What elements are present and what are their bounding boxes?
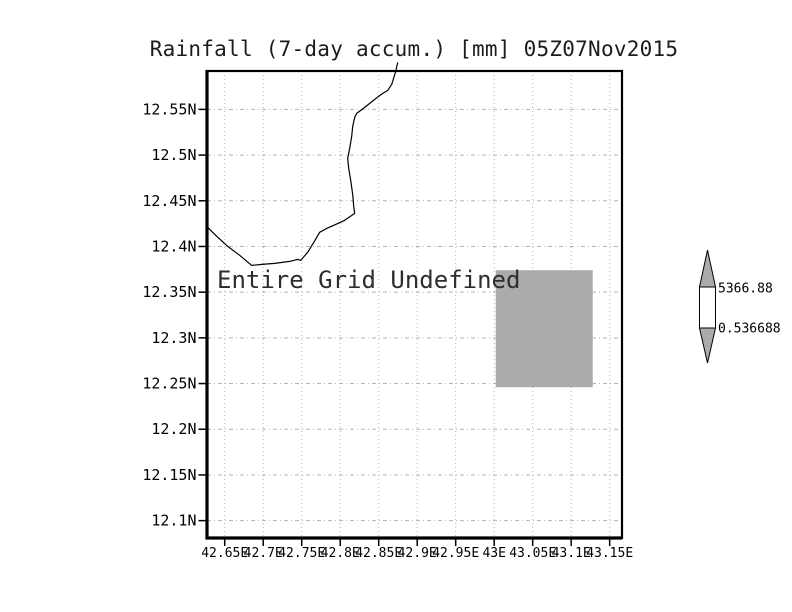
y-tick-label: 12.3N: [151, 329, 196, 347]
colorbar-top-arrow: [698, 249, 717, 288]
undefined-data-region: [495, 270, 593, 388]
y-tick-label: 12.15N: [142, 466, 196, 484]
y-tick-label: 12.2N: [151, 420, 196, 438]
x-tick-label: 42.75E: [278, 546, 325, 561]
x-tick-label: 42.95E: [432, 546, 479, 561]
coastline: [206, 62, 399, 266]
grid-layer: [207, 71, 622, 538]
colorbar: 5366.88 0.536688: [698, 249, 781, 364]
colorbar-bottom-arrow: [698, 327, 717, 364]
y-tick-label: 12.25N: [142, 375, 196, 393]
x-tick-label: 42.9E: [398, 546, 437, 561]
colorbar-body: [699, 286, 716, 329]
colorbar-max-label: 5366.88: [718, 282, 773, 297]
plot-frame: [205, 69, 624, 540]
x-tick-label: 42.85E: [355, 546, 402, 561]
undefined-annotation: Entire Grid Undefined: [217, 266, 521, 294]
y-tick-label: 12.35N: [142, 283, 196, 301]
x-tick-label: 43.15E: [586, 546, 633, 561]
y-tick-label: 12.5N: [151, 146, 196, 164]
x-tick-label: 43E: [482, 546, 505, 561]
x-tick-label: 42.65E: [201, 546, 248, 561]
y-tick-label: 12.55N: [142, 100, 196, 118]
y-tick-label: 12.4N: [151, 237, 196, 255]
y-tick-label: 12.1N: [151, 512, 196, 530]
x-tick-label: 42.8E: [321, 546, 360, 561]
x-tick-label: 43.05E: [509, 546, 556, 561]
y-tick-label: 12.45N: [142, 192, 196, 210]
plot-title: Rainfall (7-day accum.) [mm] 05Z07Nov201…: [149, 37, 679, 61]
x-tick-label: 42.7E: [244, 546, 283, 561]
x-tick-label: 43.1E: [552, 546, 591, 561]
colorbar-min-label: 0.536688: [718, 322, 781, 337]
map-layer: [206, 62, 593, 388]
